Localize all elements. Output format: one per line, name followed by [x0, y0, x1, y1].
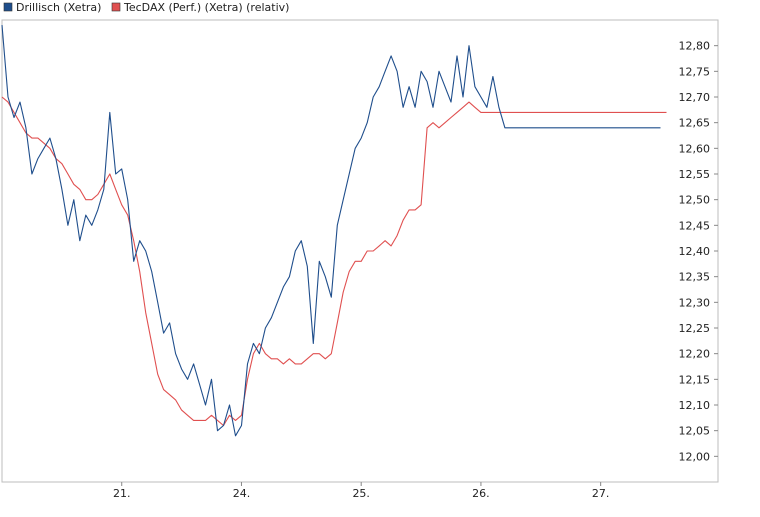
- legend-swatch-1: [3, 2, 13, 12]
- y-tick-label: 12,75: [679, 65, 711, 78]
- legend: Drillisch (Xetra) TecDAX (Perf.) (Xetra) …: [3, 1, 289, 14]
- x-tick-label: 26.: [472, 487, 490, 500]
- x-tick-label: 24.: [233, 487, 251, 500]
- series-line-1: [1, 25, 661, 437]
- y-tick-label: 12,05: [679, 425, 711, 438]
- x-tick-label: 25.: [352, 487, 370, 500]
- y-tick-label: 12,35: [679, 271, 711, 284]
- y-tick-label: 12,10: [679, 399, 711, 412]
- x-axis: 21. 24. 25. 26. 27.: [113, 482, 609, 500]
- plot-area: [1, 19, 719, 483]
- y-tick-label: 12,20: [679, 348, 711, 361]
- y-tick-label: 12,70: [679, 91, 711, 104]
- y-tick-label: 12,80: [679, 40, 711, 53]
- x-tick-label: 27.: [592, 487, 610, 500]
- legend-swatch-2: [111, 2, 121, 12]
- legend-label-1: Drillisch (Xetra): [16, 1, 101, 14]
- y-tick-label: 12,65: [679, 117, 711, 130]
- series-line-2: [1, 96, 667, 427]
- y-tick-label: 12,40: [679, 245, 711, 258]
- series-layer: [1, 25, 667, 437]
- x-tick-label: 21.: [113, 487, 131, 500]
- y-tick-label: 12,30: [679, 296, 711, 309]
- y-tick-label: 12,45: [679, 219, 711, 232]
- y-tick-label: 12,60: [679, 142, 711, 155]
- y-tick-label: 12,25: [679, 322, 711, 335]
- y-tick-label: 12,00: [679, 450, 711, 463]
- y-tick-label: 12,55: [679, 168, 711, 181]
- y-tick-label: 12,50: [679, 194, 711, 207]
- legend-label-2: TecDAX (Perf.) (Xetra) (relativ): [123, 1, 289, 14]
- y-tick-label: 12,15: [679, 373, 711, 386]
- y-axis: 12,00 12,05 12,10 12,15 12,20 12,25 12,30 12,35…: [679, 40, 718, 463]
